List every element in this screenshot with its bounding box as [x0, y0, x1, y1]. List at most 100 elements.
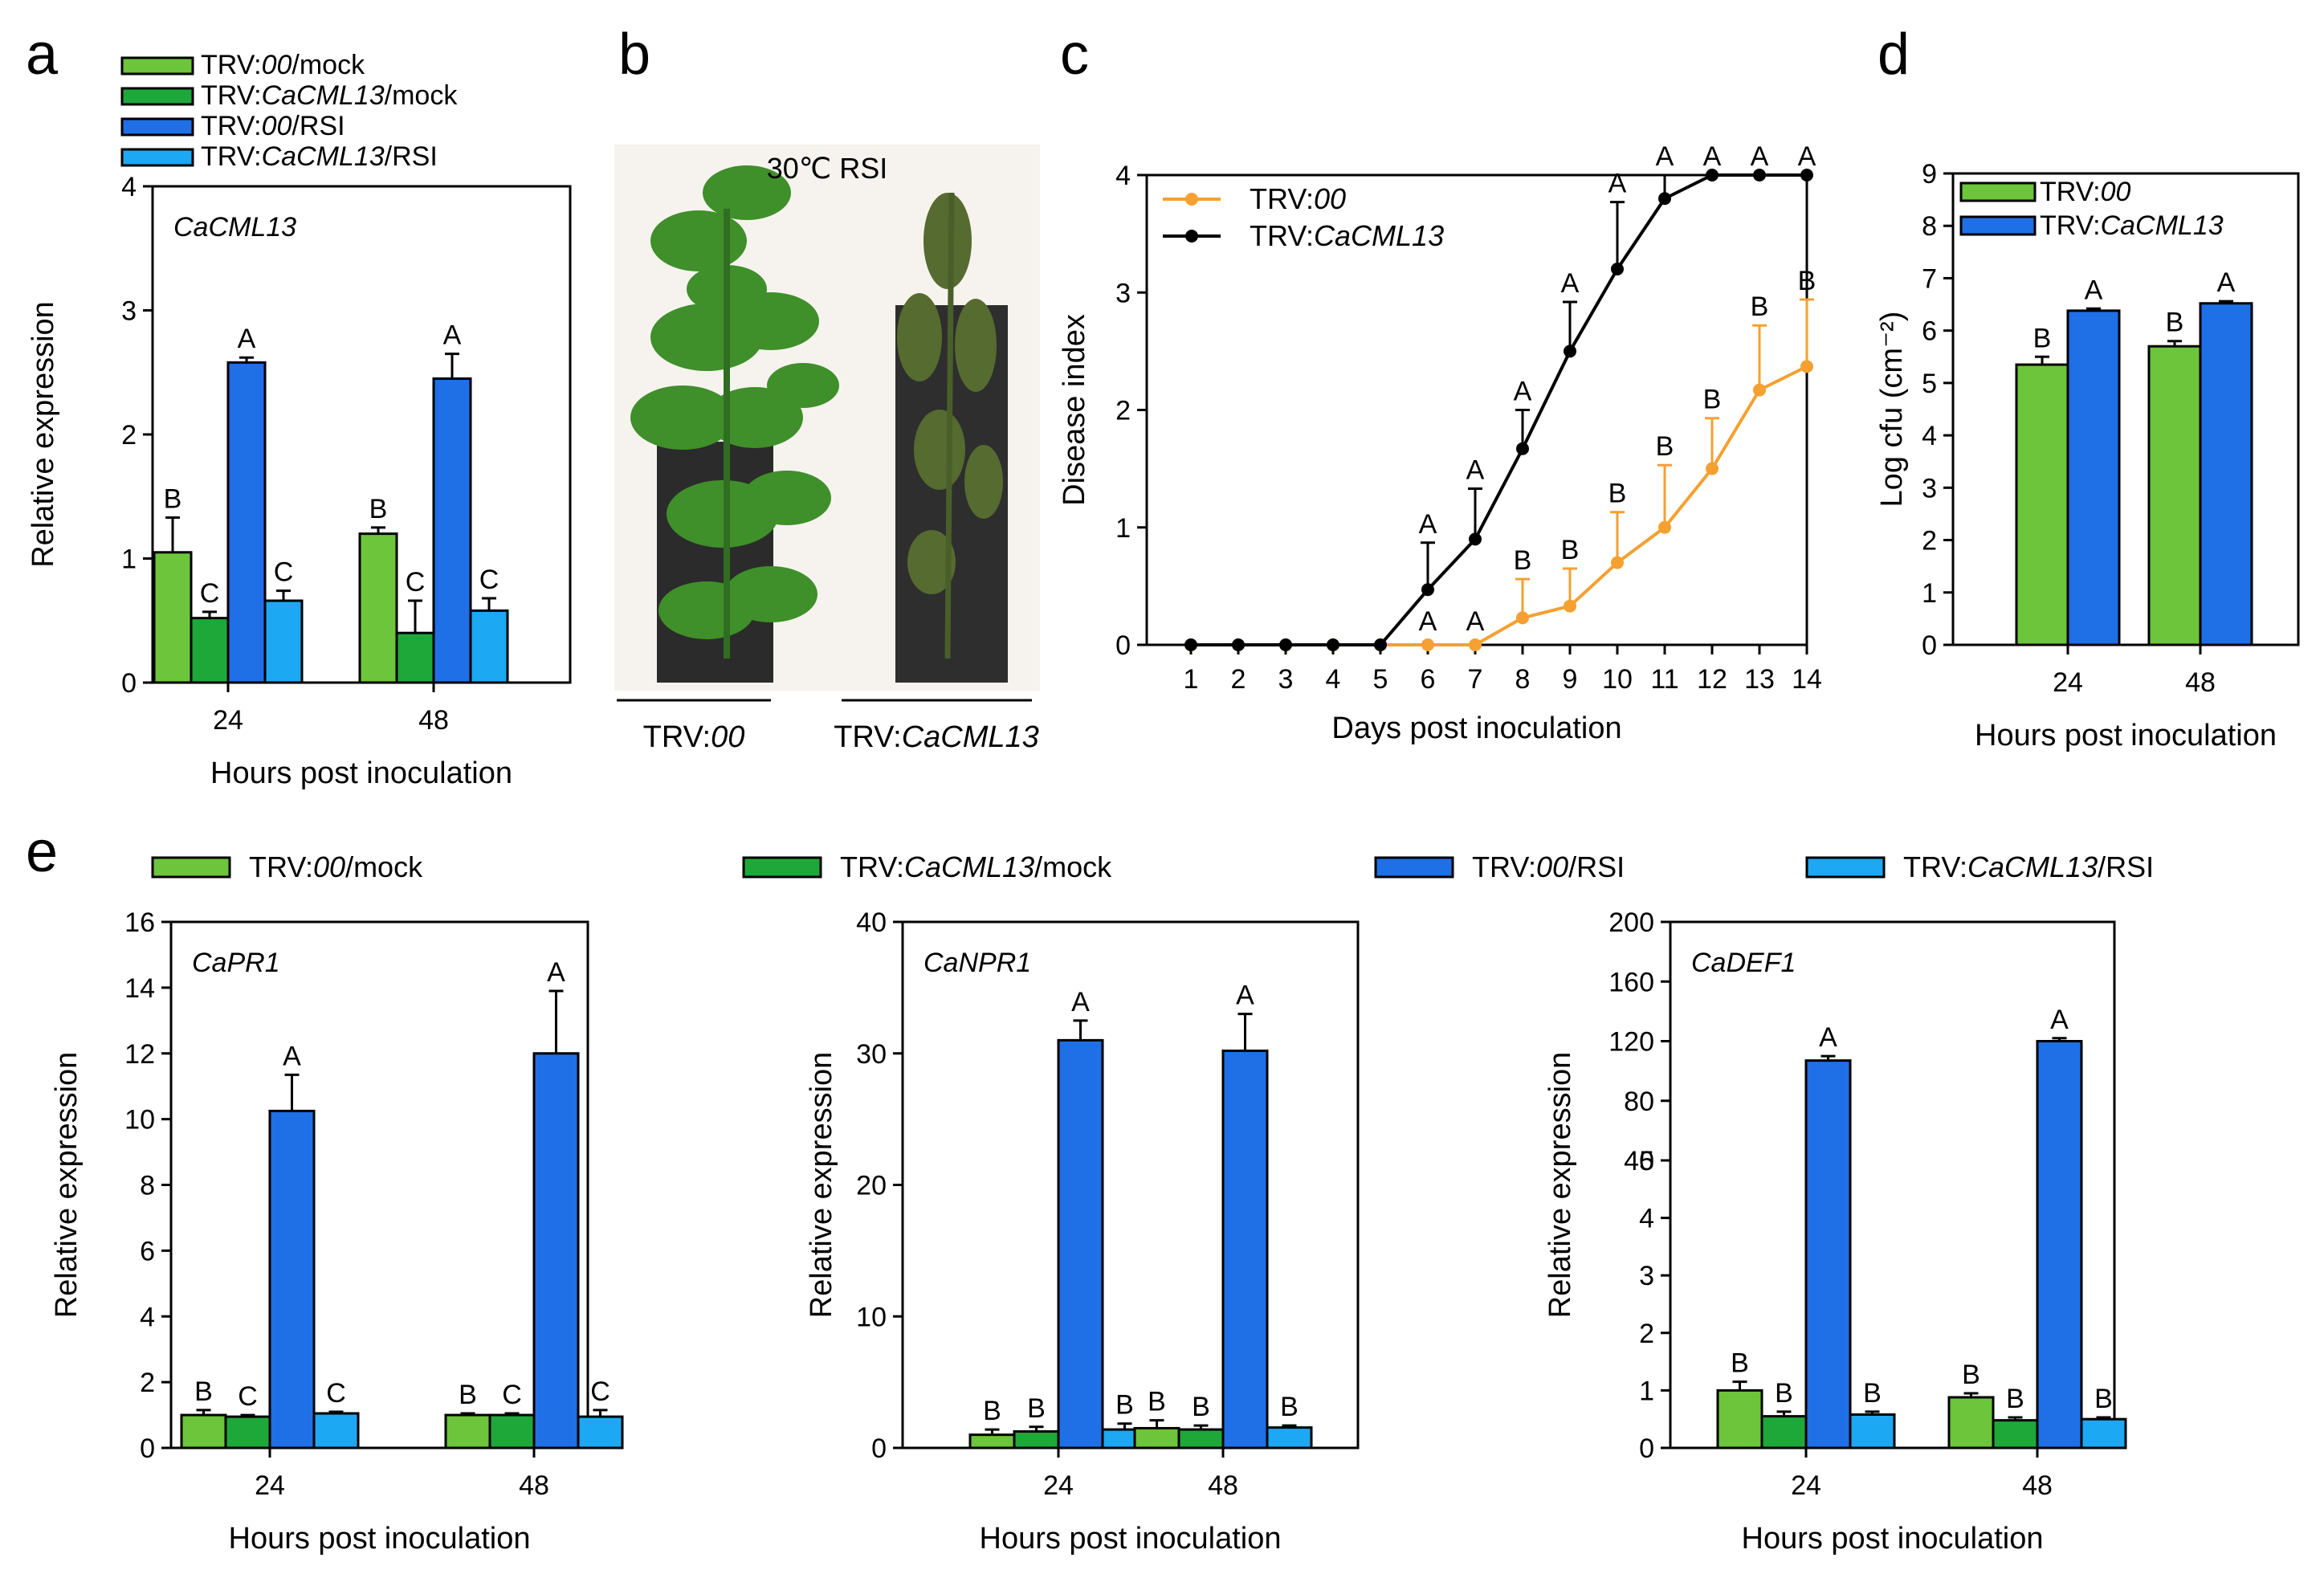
significance-letter: B [164, 484, 182, 515]
data-point [1516, 611, 1529, 625]
significance-letter: A [1561, 268, 1580, 299]
y-tick-label: 14 [124, 973, 155, 1004]
panel-a: 0 1 2 3 4 24 B C A C 48 B C A C CaCML13 Hours post inocu… [27, 172, 572, 790]
x-tick-label: 12 [1697, 664, 1727, 695]
x-tick-label: 4 [1326, 664, 1341, 695]
x-tick-label: 48 [2022, 1470, 2053, 1501]
significance-letter: B [2166, 308, 2184, 338]
y-tick-label: 2 [1639, 1319, 1654, 1349]
x-tick-label: 1 [1184, 664, 1199, 695]
bar [1133, 1426, 1180, 1450]
legend-label: TRV:CaCML13/mock [840, 850, 1112, 883]
leaf [724, 566, 817, 622]
significance-letter: B [1115, 1390, 1134, 1421]
y-axis-label: Disease index [1058, 314, 1091, 506]
leaf [743, 471, 831, 525]
y-tick-label: 2 [1115, 396, 1131, 426]
legend-label: TRV:00 [1250, 182, 1346, 215]
data-point [1706, 169, 1719, 181]
wilted-leaf [964, 445, 1003, 519]
panel-e3: 012345408012016020024BBAB48BBABCaDEF1Hou… [1543, 907, 2127, 1556]
significance-letter: B [1751, 292, 1769, 322]
gene-title: CaPR1 [192, 948, 280, 978]
x-axis-label: Hours post inoculation [210, 756, 512, 790]
y-axis-label: Log cfu (cm⁻²) [1875, 312, 1909, 508]
photo-label-right: TRV:CaCML13 [834, 720, 1039, 754]
significance-letter: A [2085, 275, 2103, 305]
panel-b-photo: 30℃ RSI TRV:00 TRV:CaCML13 [614, 145, 1040, 754]
x-tick-label: 48 [418, 705, 449, 736]
bar [2066, 309, 2121, 646]
x-axis-label: Days post inoculation [1331, 712, 1621, 745]
significance-letter: B [1608, 479, 1627, 509]
bar [444, 1413, 491, 1450]
significance-letter: A [1703, 141, 1722, 172]
data-point [1469, 532, 1482, 546]
significance-letter: B [1192, 1392, 1210, 1422]
data-point [1327, 638, 1339, 651]
legend-swatch [1805, 856, 1886, 879]
data-point [1421, 638, 1434, 651]
legend-swatch [1959, 215, 2037, 236]
data-point [1374, 638, 1387, 651]
bar [1716, 1388, 1763, 1450]
photo-caption: 30℃ RSI [767, 152, 888, 185]
x-tick-label: 48 [519, 1470, 549, 1501]
y-tick-label: 0 [1922, 630, 1937, 661]
x-tick-label: 13 [1744, 664, 1775, 695]
legend-label: TRV:00/mock [201, 50, 365, 80]
y-tick-label: 6 [140, 1236, 155, 1266]
leaf [707, 387, 803, 448]
bar [1013, 1430, 1060, 1450]
x-axis-label: Hours post inoculation [1742, 1522, 2044, 1556]
y-tick-label: 2 [121, 420, 137, 451]
x-tick-label: 8 [1515, 664, 1531, 695]
x-tick-label: 24 [2053, 667, 2083, 698]
y-tick-label: 160 [1608, 967, 1654, 997]
bar [1221, 1049, 1269, 1450]
data-point [1279, 638, 1292, 651]
x-tick-label: 9 [1563, 664, 1578, 695]
y-tick-label: 3 [1115, 278, 1131, 308]
wilted-leaf [923, 193, 972, 289]
x-tick-label: 14 [1792, 664, 1822, 695]
legend-label: TRV:CaCML13/mock [201, 80, 458, 111]
significance-letter: A [1466, 455, 1485, 485]
y-tick-label: 5 [1922, 369, 1937, 399]
data-point [1564, 599, 1576, 613]
wilted-leaf [914, 410, 965, 490]
y-tick-label: 4 [140, 1302, 155, 1332]
legend-label: TRV:CaCML13/RSI [201, 141, 438, 172]
legend-e: TRV:00/mock TRV:CaCML13/mock TRV:00/RSI TRV… [151, 850, 2154, 883]
x-axis-label: Hours post inoculation [229, 1522, 531, 1556]
panel-label-c: c [1060, 22, 1089, 87]
wilted-leaf [907, 530, 956, 594]
legend-label: TRV:CaCML13/RSI [1903, 850, 2154, 883]
y-tick-label: 2 [1922, 526, 1937, 557]
x-tick-label: 24 [1791, 1470, 1821, 1501]
significance-letter: A [1514, 377, 1532, 407]
bar [153, 551, 193, 684]
significance-letter: B [1731, 1348, 1749, 1379]
gene-title: CaCML13 [173, 212, 296, 243]
gene-title: CaDEF1 [1691, 948, 1796, 978]
significance-letter: B [1798, 266, 1816, 296]
significance-letter: A [1419, 606, 1437, 637]
bar [2015, 363, 2069, 646]
wilted-leaf [955, 299, 997, 392]
y-tick-label: 40 [856, 907, 887, 938]
x-tick-label: 10 [1602, 664, 1633, 695]
bar [469, 609, 509, 684]
bar [488, 1413, 536, 1450]
significance-letter: B [1775, 1378, 1793, 1409]
legend-swatch [151, 856, 231, 879]
y-tick-label: 4 [1115, 161, 1131, 191]
y-tick-label: 3 [121, 296, 137, 327]
significance-letter: C [326, 1378, 346, 1409]
stem [944, 192, 955, 659]
y-tick-label: 8 [1922, 211, 1937, 242]
y-tick-label: 80 [1624, 1087, 1654, 1117]
bar [312, 1412, 360, 1450]
significance-letter: A [1798, 141, 1816, 172]
